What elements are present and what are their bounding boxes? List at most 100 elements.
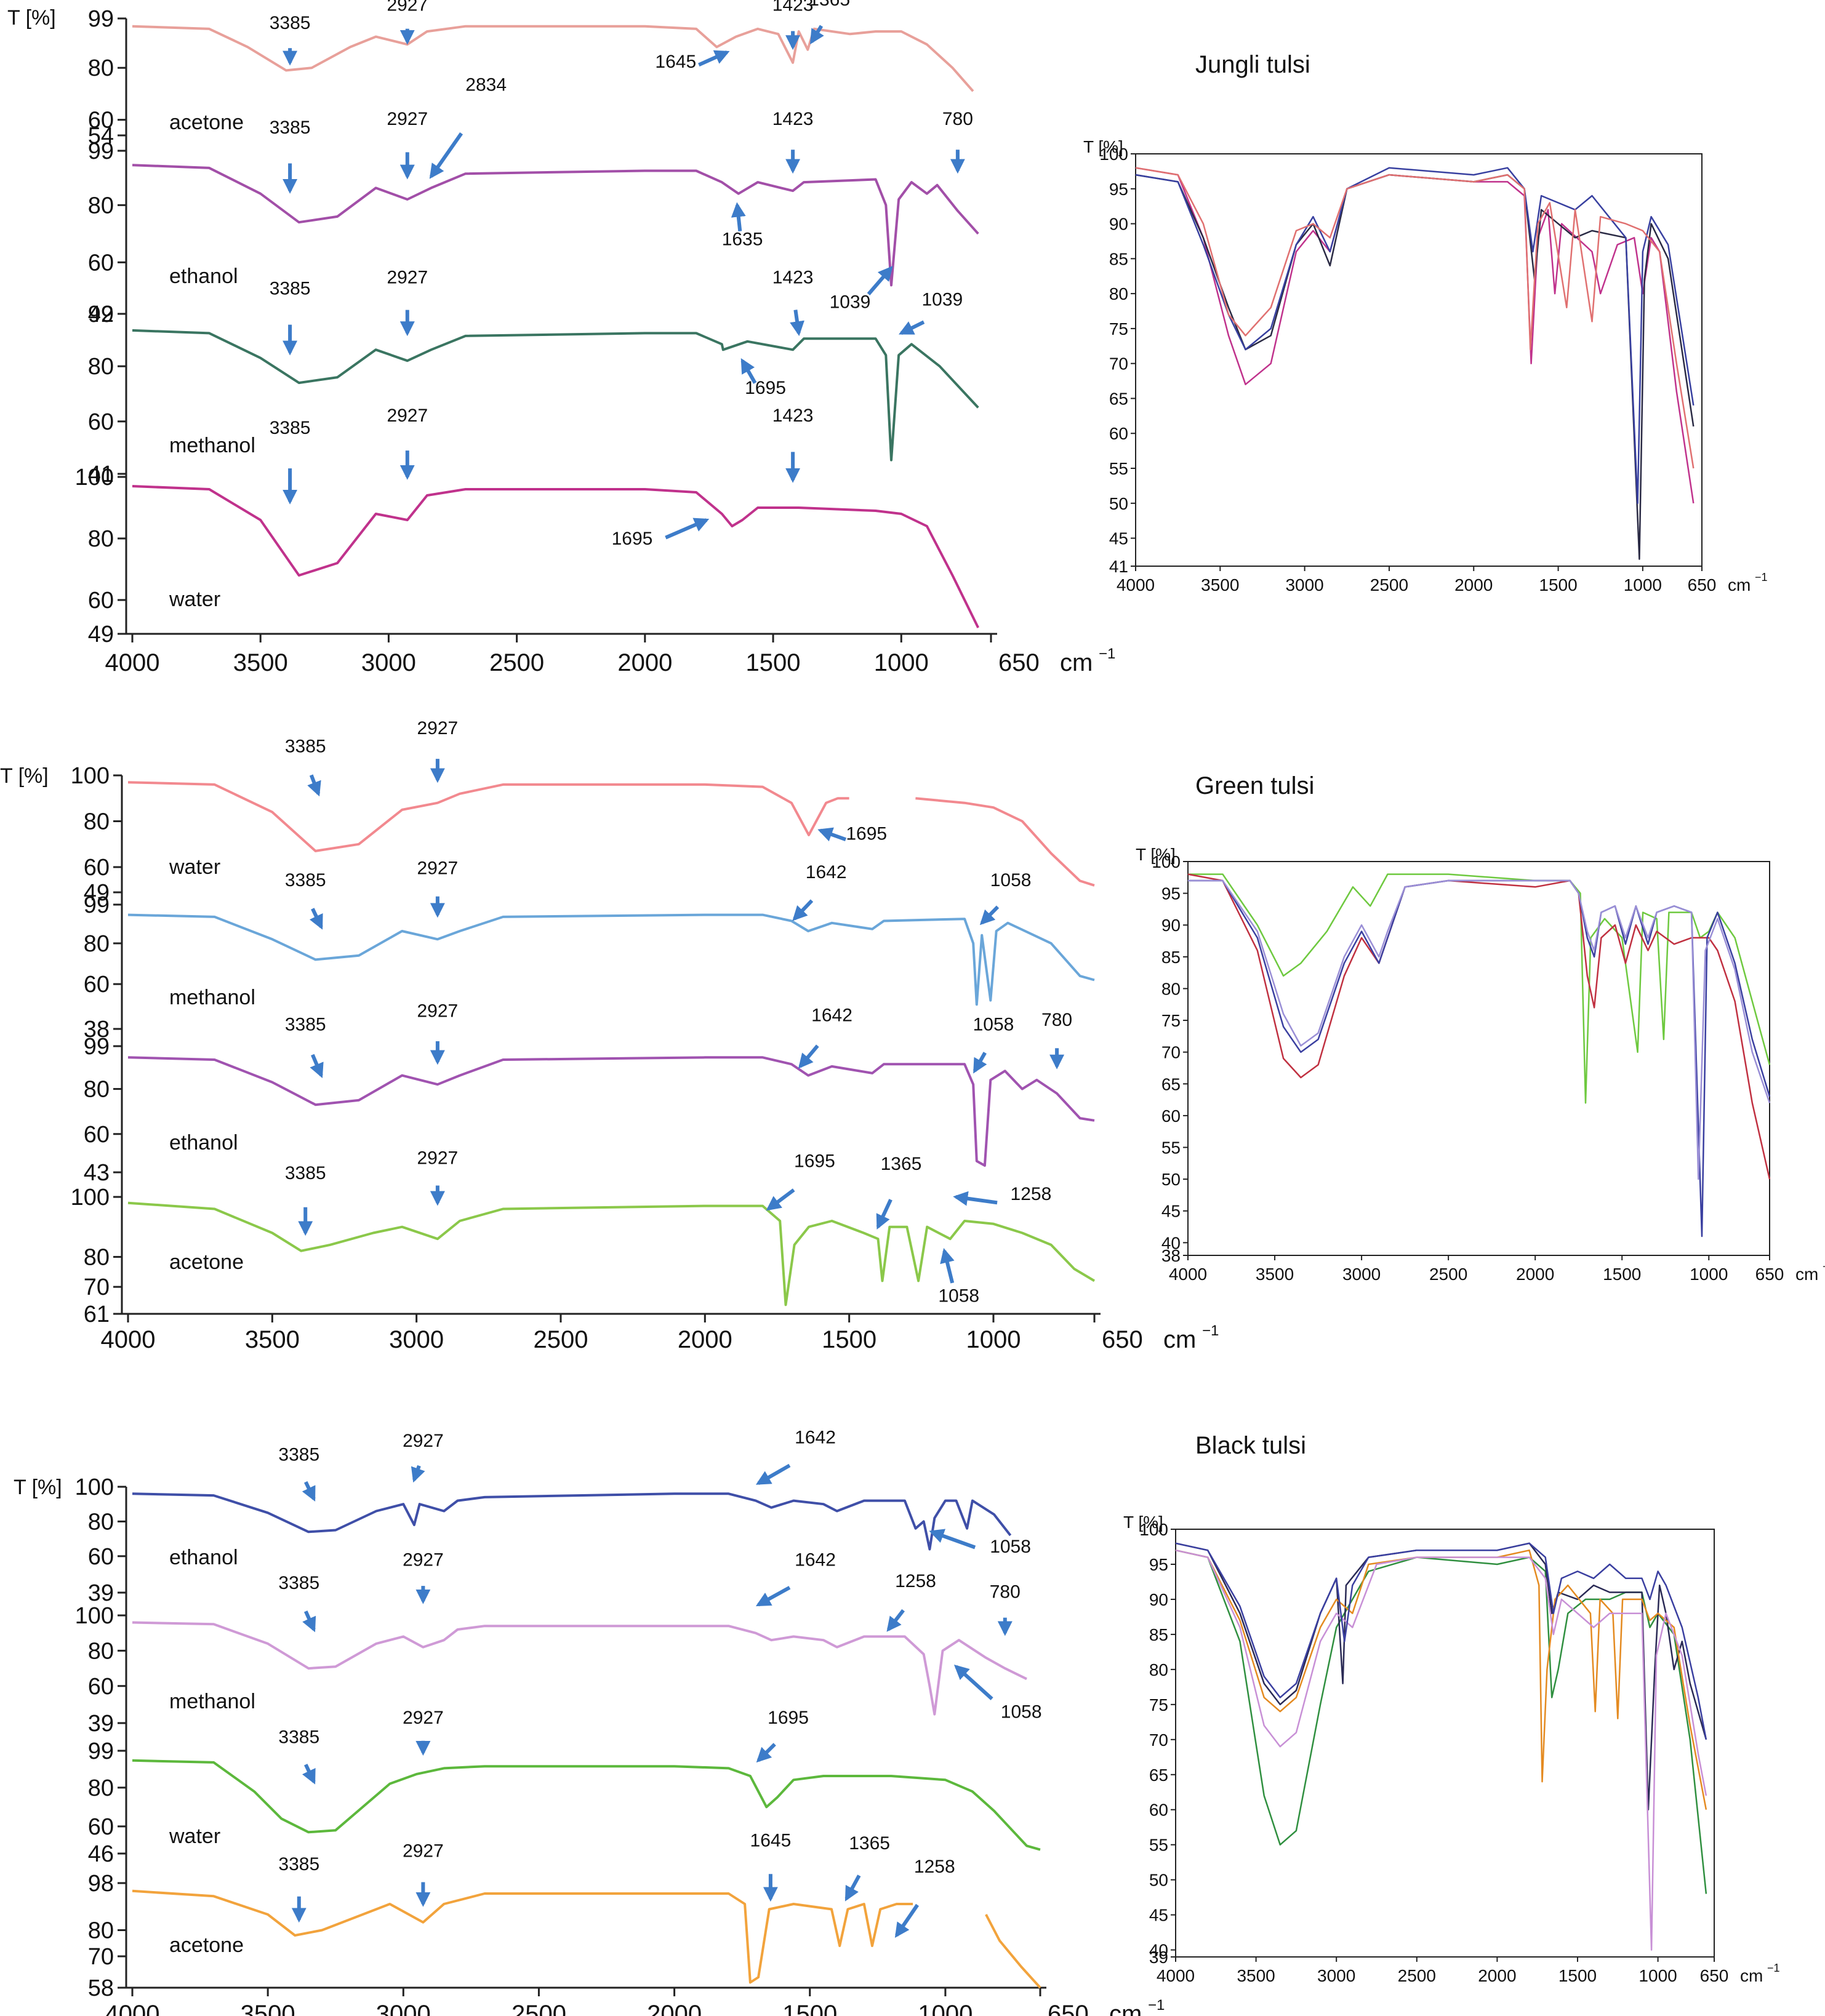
overlay-series-line <box>1187 873 1771 1180</box>
series-label-acetone: acetone <box>169 1934 244 1957</box>
peak-label: 2927 <box>417 1148 458 1168</box>
strip-ethanol: 100 80 60 39 ethanol 3385 2927 1642 1058 <box>75 1428 1031 1606</box>
peak-label: 3385 <box>285 870 326 890</box>
y-tick-label: 70 <box>88 1944 114 1970</box>
x-tick-label: 3500 <box>245 1326 300 1353</box>
y-tick-label: 80 <box>88 1775 114 1801</box>
y-tick-label: 80 <box>88 1509 114 1535</box>
peak-label: 1423 <box>772 406 814 426</box>
peak-label: 1058 <box>1001 1702 1042 1722</box>
y-tick-label: 100 <box>75 465 114 490</box>
overlay-x-unit-label: cm <box>1728 575 1751 594</box>
panel-title-green: Green tulsi <box>1195 772 1314 799</box>
peak-arrow <box>929 1529 976 1550</box>
peak-label: 1695 <box>745 378 786 398</box>
overlay-x-unit-exponent: −1 <box>1755 571 1768 583</box>
overlay-y-tick-label: 55 <box>1161 1138 1181 1158</box>
peak-label: 2927 <box>387 109 428 129</box>
series-label-water: water <box>169 1825 220 1848</box>
overlay-x-tick-label: 2000 <box>1516 1265 1554 1284</box>
y-tick-label: 60 <box>84 855 110 881</box>
spectrum-line-ethanol <box>132 1492 1012 1551</box>
peak-arrow <box>894 1903 919 1938</box>
strip-ethanol: 99 80 60 43 ethanol 3385 2927 1642 1058 780 <box>84 1001 1095 1186</box>
y-tick-label: 99 <box>88 138 114 164</box>
y-tick-label: 100 <box>71 1185 110 1210</box>
overlay-y-axis-label: T [%] <box>1123 1513 1163 1532</box>
peak-label: 1058 <box>990 1537 1031 1557</box>
y-tick-label: 54 <box>88 123 114 149</box>
y-tick-label: 98 <box>88 1871 114 1897</box>
overlay-x-unit-exponent: −1 <box>1823 1260 1825 1273</box>
overlay-x-unit-label: cm <box>1740 1966 1763 1985</box>
overlay-y-tick-label: 40 <box>1149 1941 1168 1960</box>
x-tick-label: 650 <box>998 649 1040 676</box>
peak-label: 1365 <box>881 1154 922 1174</box>
overlay-y-tick-label: 65 <box>1161 1074 1181 1094</box>
peak-label: 1423 <box>772 268 814 288</box>
y-tick-label: 60 <box>88 250 114 276</box>
strip-panel-green: T [%] 4000 3500 3000 2500 2000 1500 1000 650 cm −1… <box>0 718 1219 1353</box>
overlay-y-tick-label: 85 <box>1161 948 1181 967</box>
spectrum-line-water <box>132 485 979 628</box>
peak-label: 2927 <box>417 858 458 878</box>
peak-arrow <box>953 1191 998 1206</box>
y-tick-label: 80 <box>88 1638 114 1664</box>
peak-label: 1039 <box>922 290 963 310</box>
x-tick-label: 4000 <box>105 649 160 676</box>
series-label-ethanol: ethanol <box>169 265 238 288</box>
peak-arrow <box>429 132 463 179</box>
y-tick-label: 80 <box>88 526 114 552</box>
peak-label: 1058 <box>938 1286 979 1306</box>
peak-label: 2927 <box>403 1708 444 1728</box>
peak-label: 2927 <box>417 718 458 738</box>
spectrum-line-acetone <box>127 1201 1096 1306</box>
peak-label: 3385 <box>278 1573 319 1593</box>
overlay-x-tick-label: 3500 <box>1256 1265 1294 1284</box>
overlay-frame <box>1135 153 1703 567</box>
x-tick-label: 1500 <box>746 649 801 676</box>
peak-arrow <box>792 899 814 921</box>
strip-stacks: T [%] 4000 3500 3000 2500 2000 1500 1000 650 cm −1… <box>0 0 1219 2016</box>
overlay-series-line <box>1188 879 1771 1238</box>
x-unit-exponent: −1 <box>1148 1997 1165 2014</box>
peak-label: 1642 <box>806 862 847 882</box>
y-tick-label: 61 <box>84 1302 110 1327</box>
peak-label: 1645 <box>655 52 696 72</box>
x-tick-label: 3500 <box>233 649 288 676</box>
overlay-series-line <box>1188 873 1771 1104</box>
peak-arrow <box>898 320 925 335</box>
overlay-x-tick-label: 2500 <box>1398 1966 1436 1985</box>
peak-arrow <box>756 1743 776 1763</box>
peak-arrow <box>302 1481 316 1502</box>
peak-label: 1635 <box>722 229 763 249</box>
peak-label: 1645 <box>750 1831 792 1851</box>
overlay-y-tick-label: 70 <box>1149 1730 1168 1750</box>
peak-arrow <box>309 908 323 930</box>
x-tick-label: 1000 <box>918 2001 973 2016</box>
overlay-y-tick-label: 40 <box>1161 1233 1181 1252</box>
overlay-y-tick-label: 80 <box>1161 979 1181 998</box>
x-tick-label: 1000 <box>966 1326 1021 1353</box>
x-tick-label: 3000 <box>361 649 416 676</box>
x-tick-label: 650 <box>1048 2001 1089 2016</box>
spectrum-line-methanol <box>132 329 979 462</box>
spectrum-line-water <box>127 781 1095 887</box>
y-tick-label: 100 <box>71 763 110 789</box>
peak-label: 3385 <box>285 1163 326 1183</box>
overlay-x-tick-label: 3000 <box>1285 575 1323 594</box>
spectrum-line-acetone <box>132 1889 1041 1989</box>
overlay-y-tick-label: 100 <box>1152 852 1181 871</box>
overlay-x-unit-exponent: −1 <box>1767 1962 1780 1974</box>
overlay-x-tick-label: 3000 <box>1342 1265 1381 1284</box>
overlay-y-tick-label: 60 <box>1109 424 1128 443</box>
peak-arrow <box>731 202 746 232</box>
overlay-y-tick-label: 65 <box>1109 389 1128 408</box>
peak-label: 3385 <box>285 737 326 757</box>
overlay-frame <box>1175 1529 1715 1958</box>
overlay-y-tick-label: 95 <box>1161 884 1181 903</box>
overlay-x-tick-label: 2000 <box>1478 1966 1516 1985</box>
